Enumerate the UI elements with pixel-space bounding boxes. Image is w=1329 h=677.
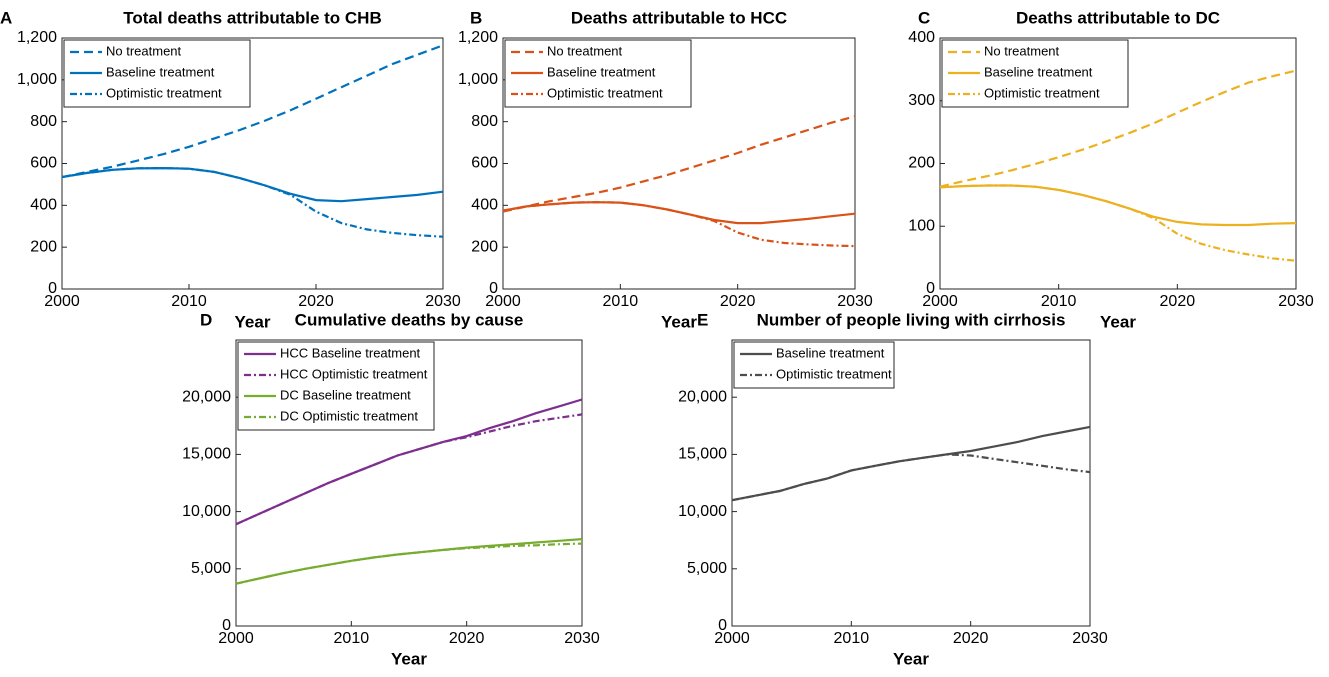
series-line [61, 44, 444, 179]
y-tick-label: 1,200 [17, 29, 57, 46]
chart-title: Deaths attributable to DC [1016, 8, 1220, 27]
y-tick-label: 0 [718, 617, 727, 634]
x-axis-label: Year [1100, 312, 1136, 331]
y-tick-label: 200 [908, 155, 935, 172]
y-tick-label: 0 [222, 617, 231, 634]
y-tick-label: 200 [471, 238, 498, 255]
y-tick-label: 1,000 [458, 71, 498, 88]
x-tick-label: 2030 [425, 293, 461, 310]
panel-label: A [0, 8, 12, 27]
y-tick-label: 5,000 [191, 560, 231, 577]
y-tick-label: 400 [908, 29, 935, 46]
legend-label: HCC Baseline treatment [280, 345, 421, 360]
y-tick-label: 0 [926, 280, 935, 297]
x-tick-label: 2030 [564, 630, 600, 647]
x-tick-label: 2010 [834, 630, 870, 647]
panel-label: D [200, 310, 212, 329]
legend-label: Baseline treatment [106, 64, 215, 79]
y-tick-label: 15,000 [182, 446, 231, 463]
chart-title: Total deaths attributable to CHB [123, 8, 381, 27]
plot-frame [731, 339, 1091, 627]
legend-label: DC Optimistic treatment [280, 408, 418, 423]
y-tick-label: 10,000 [678, 503, 727, 520]
y-tick-label: 0 [48, 280, 57, 297]
legend-label: Optimistic treatment [106, 85, 222, 100]
series-line [502, 201, 856, 248]
x-tick-label: 2010 [603, 293, 639, 310]
legend-label: Baseline treatment [776, 345, 885, 360]
legend-label: Baseline treatment [547, 64, 656, 79]
series-line [235, 542, 583, 585]
x-tick-label: 2020 [1160, 293, 1196, 310]
x-tick-label: 2000 [218, 630, 254, 647]
y-tick-label: 600 [30, 155, 57, 172]
x-axis-label: Year [235, 312, 271, 331]
legend-label: No treatment [547, 43, 623, 58]
x-tick-label: 2020 [953, 630, 989, 647]
legend-box [733, 341, 895, 389]
y-tick-label: 800 [30, 113, 57, 130]
y-tick-label: 200 [30, 238, 57, 255]
legend-label: DC Baseline treatment [280, 387, 411, 402]
x-tick-label: 2020 [298, 293, 334, 310]
series-line [61, 166, 444, 238]
series-line [731, 453, 1091, 502]
y-tick-label: 5,000 [687, 560, 727, 577]
chart-title: Cumulative deaths by cause [295, 310, 524, 329]
x-tick-label: 2030 [1278, 293, 1314, 310]
y-tick-label: 10,000 [182, 503, 231, 520]
plot-frame [235, 339, 583, 627]
panel-label: C [918, 8, 930, 27]
panel-label: B [470, 8, 482, 27]
y-tick-label: 400 [30, 197, 57, 214]
panel-label: E [697, 310, 708, 329]
x-tick-label: 2030 [837, 293, 873, 310]
y-tick-label: 20,000 [182, 388, 231, 405]
y-tick-label: 1,200 [458, 29, 498, 46]
series-line [61, 166, 444, 203]
x-tick-label: 2010 [1041, 293, 1077, 310]
legend-label: Optimistic treatment [776, 366, 892, 381]
series-line [939, 69, 1297, 188]
legend-label: Optimistic treatment [984, 85, 1100, 100]
series-line [939, 184, 1297, 262]
series-line [235, 413, 583, 526]
y-tick-label: 800 [471, 113, 498, 130]
y-tick-label: 300 [908, 92, 935, 109]
x-tick-label: 2000 [922, 293, 958, 310]
series-line [502, 115, 856, 213]
x-tick-label: 2010 [171, 293, 207, 310]
x-tick-label: 2000 [714, 630, 750, 647]
x-axis-label: Year [661, 312, 697, 331]
y-tick-label: 600 [471, 155, 498, 172]
x-tick-label: 2010 [334, 630, 370, 647]
legend-box [237, 341, 435, 431]
chart-title: Deaths attributable to HCC [571, 8, 787, 27]
x-tick-label: 2000 [485, 293, 521, 310]
x-tick-label: 2020 [449, 630, 485, 647]
legend-label: No treatment [984, 43, 1060, 58]
series-line [502, 201, 856, 225]
x-axis-label: Year [391, 649, 427, 668]
y-tick-label: 1,000 [17, 71, 57, 88]
x-tick-label: 2030 [1072, 630, 1108, 647]
x-tick-label: 2020 [720, 293, 756, 310]
y-tick-label: 0 [489, 280, 498, 297]
y-tick-label: 400 [471, 197, 498, 214]
y-tick-label: 100 [908, 217, 935, 234]
legend-box [63, 39, 251, 108]
legend-label: Optimistic treatment [547, 85, 663, 100]
x-axis-label: Year [893, 649, 929, 668]
series-line [235, 538, 583, 585]
legend-label: Baseline treatment [984, 64, 1093, 79]
legend-label: No treatment [106, 43, 182, 58]
series-line [731, 425, 1091, 502]
x-tick-label: 2000 [44, 293, 80, 310]
y-tick-label: 15,000 [678, 446, 727, 463]
y-tick-label: 20,000 [678, 388, 727, 405]
chart-title: Number of people living with cirrhosis [757, 310, 1066, 329]
legend-label: HCC Optimistic treatment [280, 366, 428, 381]
